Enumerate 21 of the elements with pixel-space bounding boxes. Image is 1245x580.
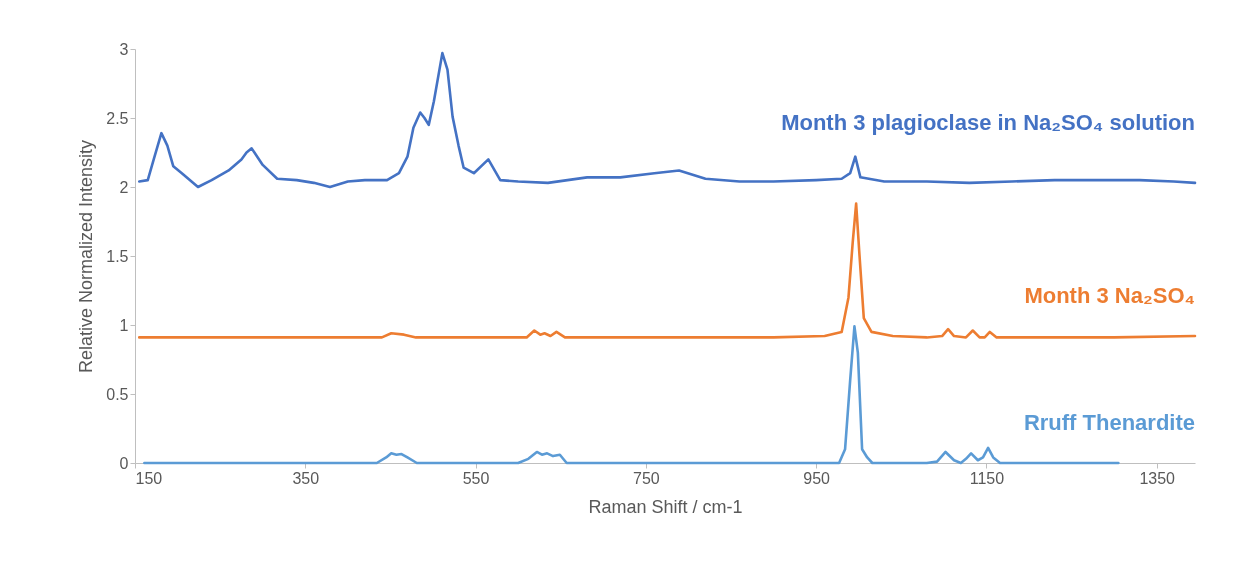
x-tick-label: 1350 xyxy=(1139,469,1176,487)
x-tick-label: 750 xyxy=(632,469,660,487)
x-tick-label: 950 xyxy=(803,469,831,487)
y-tick-label: 0 xyxy=(119,454,129,472)
series-label: Month 3 Na₂SO₄ xyxy=(1024,283,1195,309)
series-label: Rruff Thenardite xyxy=(1023,410,1195,435)
x-tick-label: 350 xyxy=(292,469,320,487)
line-series xyxy=(137,51,1197,189)
y-tick-label: 3 xyxy=(119,40,129,58)
x-tick-label: 150 xyxy=(135,469,163,487)
x-axis-title: Raman Shift / cm-1 xyxy=(588,496,743,517)
x-tick-label: 1150 xyxy=(969,469,1005,487)
y-axis-title: Relative Normalized Intensity xyxy=(76,139,97,374)
text: Month 3 plagioclase in Na₂SO₄ solution xyxy=(781,109,1195,135)
y-tick-label: 2.5 xyxy=(106,109,129,127)
x-tick-label: 550 xyxy=(462,469,490,487)
y-tick-label: 1 xyxy=(119,316,129,334)
y-tick-label: 0.5 xyxy=(106,385,129,403)
y-tick-label: 1.5 xyxy=(106,247,129,265)
line-series xyxy=(137,202,1197,339)
y-tick-label: 2 xyxy=(119,178,129,196)
